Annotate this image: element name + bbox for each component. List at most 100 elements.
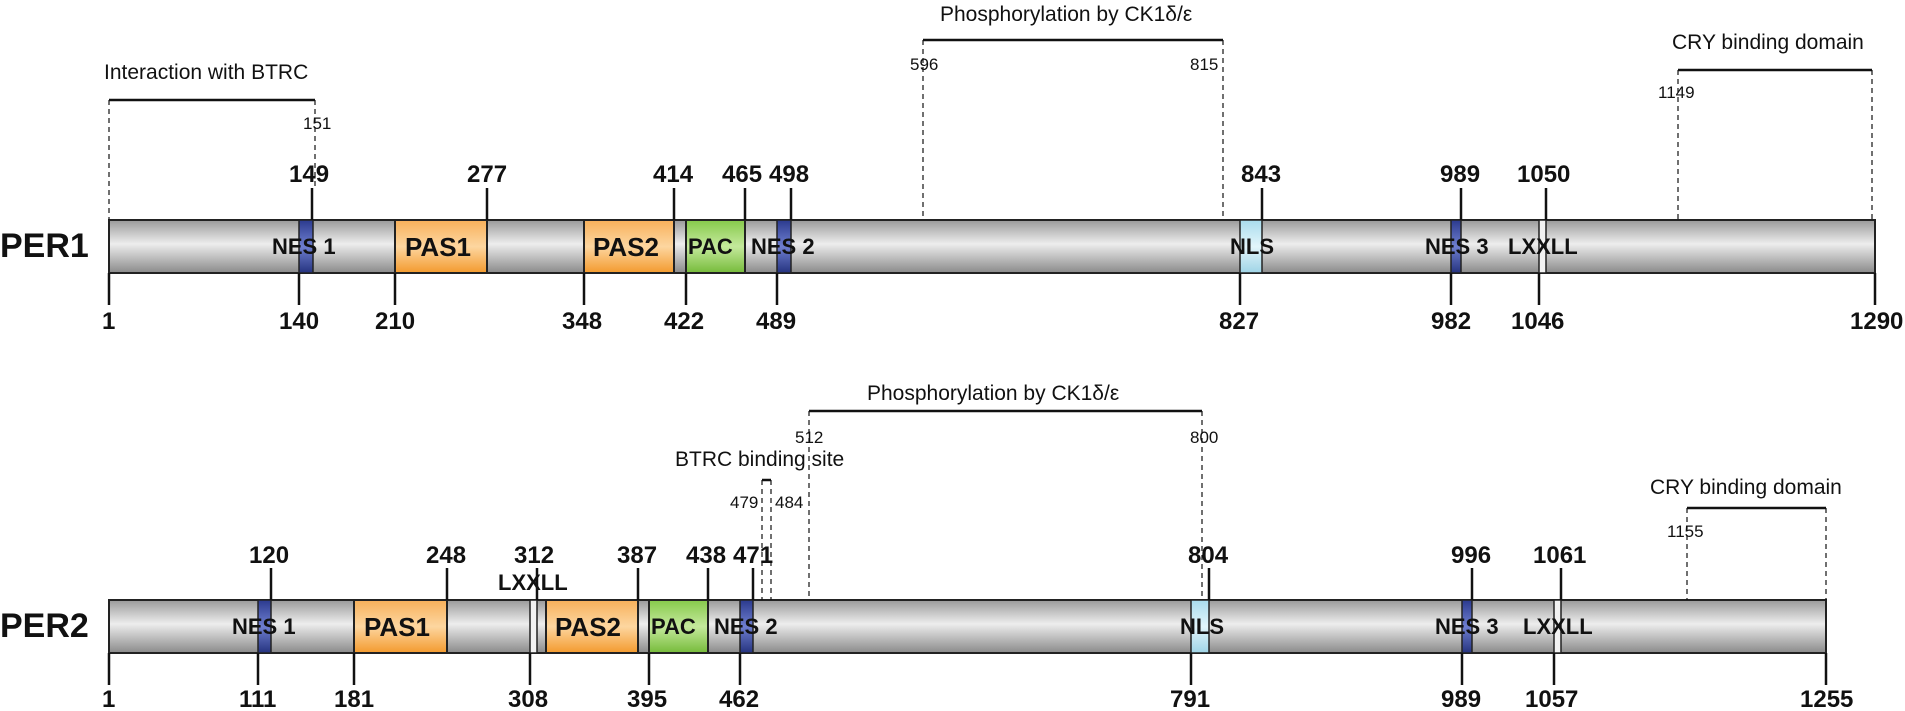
top-number: 149 <box>289 161 329 188</box>
annotation-start: 596 <box>910 55 938 74</box>
bottom-number: 1255 <box>1800 686 1853 711</box>
annotation-cry-binding: CRY binding domain 1155 <box>1650 476 1842 600</box>
top-number: 414 <box>653 161 694 188</box>
domain-pas2 <box>545 599 639 654</box>
domain-label-pas1: PAS1 <box>364 612 430 642</box>
domain-pac <box>685 219 746 274</box>
domain-nes-1 <box>257 599 272 654</box>
bottom-number: 1 <box>102 308 115 335</box>
domain-lxxll-1 <box>529 599 538 654</box>
domain-label-nls: NLS <box>1230 234 1274 259</box>
top-number: 120 <box>249 542 289 569</box>
bottom-number: 181 <box>334 686 374 711</box>
top-number: 498 <box>769 161 809 188</box>
bottom-number: 348 <box>562 308 602 335</box>
annotation-end: 800 <box>1190 428 1218 447</box>
per2-protein: PER2 NES 1 PAS1 LXXLL PAS2 PAC NES 2 NLS… <box>0 382 1853 711</box>
annotation-btrc-binding: BTRC binding site 479 484 <box>675 448 844 600</box>
top-number: 989 <box>1440 161 1480 188</box>
top-number: 996 <box>1451 542 1491 569</box>
annotation-label: BTRC binding site <box>675 448 844 471</box>
domain-label-lxxll: LXXLL <box>1508 234 1578 259</box>
annotation-btrc-interaction: Interaction with BTRC 151 <box>104 61 331 220</box>
annotation-label: Interaction with BTRC <box>104 61 308 84</box>
domain-pas1 <box>394 219 488 274</box>
domain-label-nes-3: NES 3 <box>1435 614 1499 639</box>
annotation-cry-binding: CRY binding domain 1149 <box>1658 31 1873 220</box>
top-number: 804 <box>1188 542 1229 569</box>
domain-label-pas2: PAS2 <box>593 232 659 262</box>
domain-pas1 <box>353 599 448 654</box>
top-ticks <box>310 188 1548 220</box>
top-number: 1050 <box>1517 161 1570 188</box>
domain-nes-1 <box>298 219 314 274</box>
top-number: 438 <box>686 542 726 569</box>
domain-label-lxxll-1: LXXLL <box>498 570 568 595</box>
bottom-number: 462 <box>719 686 759 711</box>
bottom-number: 827 <box>1219 308 1259 335</box>
bottom-number: 111 <box>239 686 276 711</box>
annotation-end: 815 <box>1190 55 1218 74</box>
domain-pac <box>648 599 709 654</box>
bottom-ticks <box>107 273 1877 305</box>
top-ticks <box>269 568 1563 600</box>
annotation-label: CRY binding domain <box>1672 31 1864 54</box>
top-number: 843 <box>1241 161 1281 188</box>
domain-label-pas1: PAS1 <box>405 232 471 262</box>
domain-nls <box>1239 219 1263 274</box>
bottom-number: 989 <box>1441 686 1481 711</box>
domain-label-lxxll-2: LXXLL <box>1523 614 1593 639</box>
top-number: 277 <box>467 161 507 188</box>
annotation-start: 1155 <box>1667 522 1704 541</box>
domain-nes-2 <box>776 219 792 274</box>
bottom-number: 489 <box>756 308 796 335</box>
domain-label-nls: NLS <box>1180 614 1224 639</box>
bottom-number: 308 <box>508 686 548 711</box>
domain-label-nes-1: NES 1 <box>232 614 296 639</box>
bottom-number: 1057 <box>1525 686 1578 711</box>
bottom-number: 395 <box>627 686 667 711</box>
top-number: 248 <box>426 542 466 569</box>
domain-lxxll-2 <box>1553 599 1562 654</box>
annotation-ck1-phosphorylation: Phosphorylation by CK1δ/ε 596 815 <box>910 3 1224 220</box>
domain-label-nes-3: NES 3 <box>1425 234 1489 259</box>
bottom-ticks <box>107 653 1828 685</box>
bottom-number: 1046 <box>1511 308 1564 335</box>
top-number: 312 <box>514 542 554 569</box>
domain-label-pac: PAC <box>688 234 733 259</box>
top-number: 387 <box>617 542 657 569</box>
domain-nls <box>1190 599 1210 654</box>
domain-label-nes-1: NES 1 <box>272 234 336 259</box>
bottom-number: 422 <box>664 308 704 335</box>
annotation-end: 151 <box>303 114 331 133</box>
domain-label-nes-2: NES 2 <box>751 234 815 259</box>
annotation-start: 1149 <box>1658 83 1695 102</box>
domain-nes-2 <box>739 599 754 654</box>
top-number: 471 <box>733 542 773 569</box>
bottom-number: 210 <box>375 308 415 335</box>
bottom-number: 982 <box>1431 308 1471 335</box>
annotation-label: Phosphorylation by CK1δ/ε <box>867 382 1119 405</box>
bottom-number: 1290 <box>1850 308 1903 335</box>
top-number: 1061 <box>1533 542 1586 569</box>
domain-pas2 <box>583 219 675 274</box>
domain-lxxll <box>1538 219 1547 274</box>
annotation-start: 512 <box>795 428 823 447</box>
protein-name: PER2 <box>0 607 89 645</box>
annotation-start: 479 <box>730 493 758 512</box>
protein-name: PER1 <box>0 227 89 265</box>
bottom-number: 791 <box>1170 686 1210 711</box>
annotation-ck1-phosphorylation: Phosphorylation by CK1δ/ε 512 800 <box>795 382 1218 600</box>
domain-label-pac: PAC <box>651 614 696 639</box>
annotation-end: 484 <box>775 493 803 512</box>
domain-label-nes-2: NES 2 <box>714 614 778 639</box>
per1-protein: PER1 NES 1 PAS1 PAS2 PAC NES 2 NLS NES 3… <box>0 3 1903 335</box>
domain-nes-3 <box>1461 599 1473 654</box>
bottom-number: 140 <box>279 308 319 335</box>
domain-label-pas2: PAS2 <box>555 612 621 642</box>
bottom-number: 1 <box>102 686 115 711</box>
annotation-label: CRY binding domain <box>1650 476 1842 499</box>
protein-backbone <box>108 219 1876 274</box>
